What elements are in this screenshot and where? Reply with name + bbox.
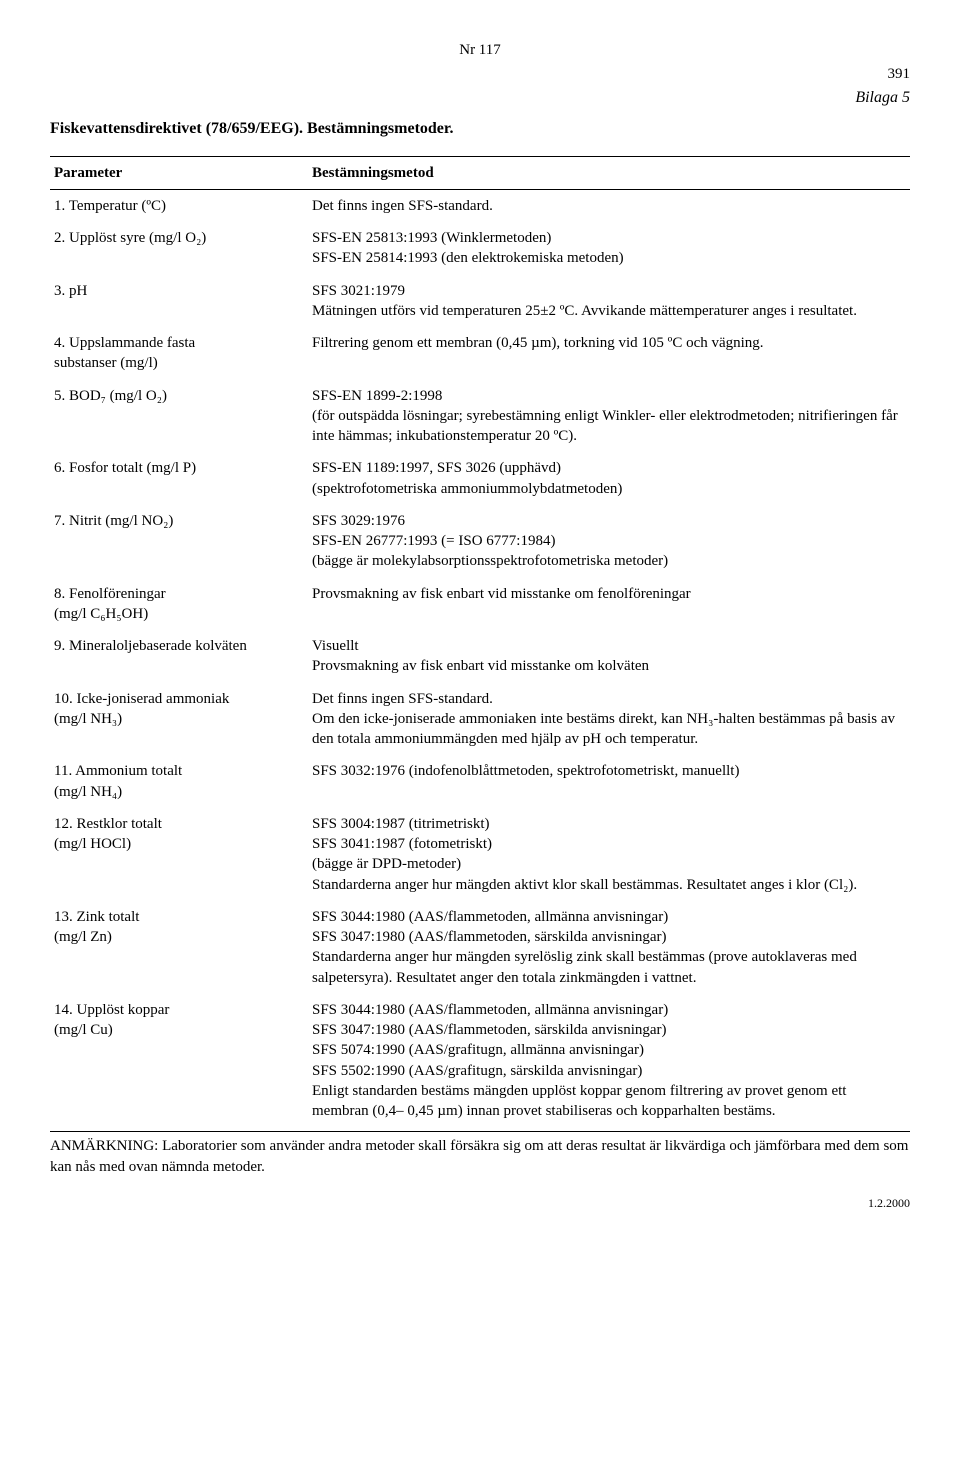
table-row: 7. Nitrit (mg/l NO₂)SFS 3029:1976 SFS-EN… [50,505,910,578]
table-row: 4. Uppslammande fasta substanser (mg/l)F… [50,327,910,380]
table-cell-method: Det finns ingen SFS-standard. [308,189,910,222]
table-cell-parameter: 9. Mineraloljebaserade kolväten [50,630,308,683]
table-cell-parameter: 10. Icke-joniserad ammoniak (mg/l NH₃) [50,683,308,756]
col-parameter: Parameter [50,156,308,189]
table-header-row: Parameter Bestämningsmetod [50,156,910,189]
table-cell-method: SFS 3032:1976 (indofenolblåttmetoden, sp… [308,755,910,808]
table-cell-parameter: 5. BOD₇ (mg/l O₂) [50,380,308,453]
header-nr: Nr 117 [50,40,910,60]
table-cell-parameter: 1. Temperatur (ºC) [50,189,308,222]
table-cell-method: SFS 3029:1976 SFS-EN 26777:1993 (= ISO 6… [308,505,910,578]
table-row: 8. Fenolföreningar (mg/l C₆H₅OH)Provsmak… [50,578,910,631]
table-cell-parameter: 14. Upplöst koppar (mg/l Cu) [50,994,308,1128]
bilaga-label: Bilaga 5 [50,87,910,109]
table-cell-method: SFS 3044:1980 (AAS/flammetoden, allmänna… [308,994,910,1128]
table-cell-method: Filtrering genom ett membran (0,45 µm), … [308,327,910,380]
table-row: 6. Fosfor totalt (mg/l P)SFS-EN 1189:199… [50,452,910,505]
table-cell-method: SFS-EN 25813:1993 (Winklermetoden) SFS-E… [308,222,910,275]
table-cell-parameter: 2. Upplöst syre (mg/l O₂) [50,222,308,275]
table-row: 5. BOD₇ (mg/l O₂)SFS-EN 1899-2:1998 (för… [50,380,910,453]
table-cell-method: SFS 3004:1987 (titrimetriskt) SFS 3041:1… [308,808,910,901]
footnote: ANMÄRKNING: Laboratorier som använder an… [50,1131,910,1177]
table-cell-parameter: 12. Restklor totalt (mg/l HOCl) [50,808,308,901]
table-cell-parameter: 6. Fosfor totalt (mg/l P) [50,452,308,505]
table-row: 11. Ammonium totalt (mg/l NH₄)SFS 3032:1… [50,755,910,808]
page-title: Fiskevattensdirektivet (78/659/EEG). Bes… [50,118,910,140]
table-row: 13. Zink totalt (mg/l Zn)SFS 3044:1980 (… [50,901,910,994]
table-cell-parameter: 4. Uppslammande fasta substanser (mg/l) [50,327,308,380]
table-cell-parameter: 3. pH [50,275,308,328]
table-cell-parameter: 13. Zink totalt (mg/l Zn) [50,901,308,994]
page-number: 391 [50,64,910,84]
table-row: 1. Temperatur (ºC)Det finns ingen SFS-st… [50,189,910,222]
table-row: 10. Icke-joniserad ammoniak (mg/l NH₃)De… [50,683,910,756]
col-method: Bestämningsmetod [308,156,910,189]
table-row: 2. Upplöst syre (mg/l O₂)SFS-EN 25813:19… [50,222,910,275]
methods-table: Parameter Bestämningsmetod 1. Temperatur… [50,156,910,1128]
table-cell-method: Det finns ingen SFS-standard. Om den ick… [308,683,910,756]
table-cell-method: SFS 3021:1979 Mätningen utförs vid tempe… [308,275,910,328]
table-cell-parameter: 8. Fenolföreningar (mg/l C₆H₅OH) [50,578,308,631]
table-row: 14. Upplöst koppar (mg/l Cu)SFS 3044:198… [50,994,910,1128]
table-cell-method: SFS 3044:1980 (AAS/flammetoden, allmänna… [308,901,910,994]
table-cell-method: Provsmakning av fisk enbart vid misstank… [308,578,910,631]
footer-date: 1.2.2000 [50,1195,910,1211]
table-cell-method: Visuellt Provsmakning av fisk enbart vid… [308,630,910,683]
table-cell-method: SFS-EN 1899-2:1998 (för outspädda lösnin… [308,380,910,453]
table-row: 12. Restklor totalt (mg/l HOCl)SFS 3004:… [50,808,910,901]
table-cell-parameter: 7. Nitrit (mg/l NO₂) [50,505,308,578]
table-row: 3. pHSFS 3021:1979 Mätningen utförs vid … [50,275,910,328]
table-cell-method: SFS-EN 1189:1997, SFS 3026 (upphävd) (sp… [308,452,910,505]
table-row: 9. Mineraloljebaserade kolvätenVisuellt … [50,630,910,683]
table-cell-parameter: 11. Ammonium totalt (mg/l NH₄) [50,755,308,808]
